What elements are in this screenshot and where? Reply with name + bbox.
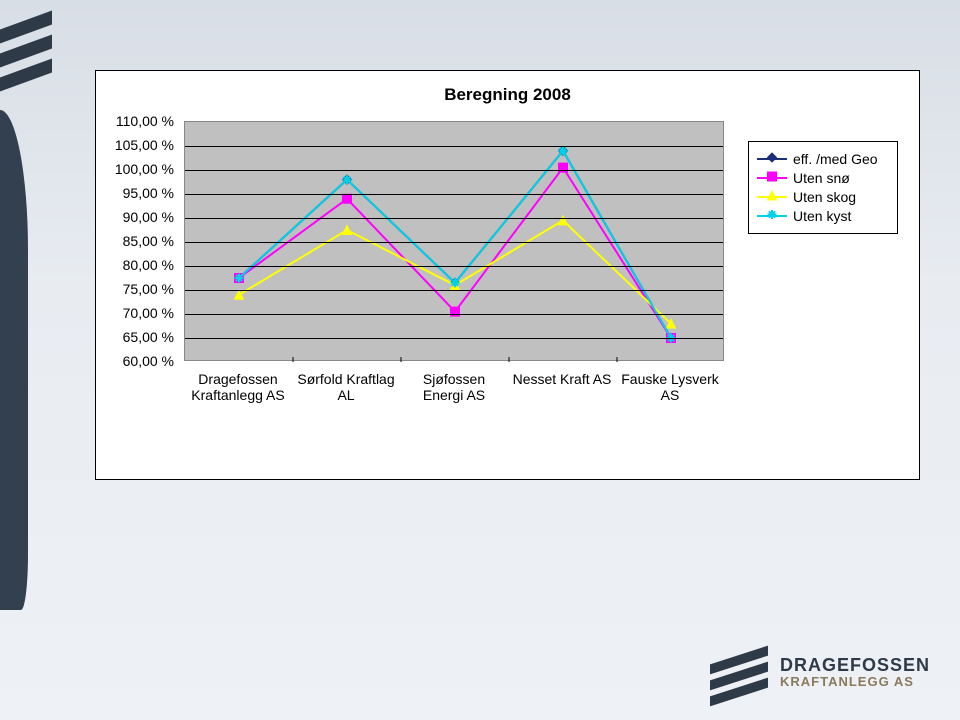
y-tick-label: 110,00 %	[116, 113, 174, 129]
brand-logo-icon	[710, 649, 770, 695]
chart-inner: 110,00 %105,00 %100,00 %95,00 %90,00 %85…	[108, 121, 908, 461]
chart-panel: Beregning 2008 110,00 % 105,00 % 100,00 % 9…	[95, 70, 920, 480]
y-tick-label: 100,00 %	[115, 161, 174, 177]
legend-item: Uten skog	[757, 189, 889, 205]
y-tick-label: 90,00 %	[123, 209, 174, 225]
y-axis-labels: 110,00 %105,00 %100,00 %95,00 %90,00 %85…	[108, 121, 180, 361]
brand-logo: DRAGEFOSSEN KRAFTANLEGG AS	[710, 642, 940, 702]
x-tick-label: Fauske Lysverk AS	[619, 371, 721, 403]
brand-line1: DRAGEFOSSEN	[780, 656, 930, 675]
y-tick-label: 80,00 %	[123, 257, 174, 273]
brand-line2: KRAFTANLEGG AS	[780, 675, 930, 689]
legend-label: eff. /med Geo	[793, 151, 878, 167]
x-tick-label: Sjøfossen Energi AS	[403, 371, 505, 403]
series-marker	[343, 175, 352, 184]
y-tick-label: 70,00 %	[123, 305, 174, 321]
x-axis-labels: Dragefossen Kraftanlegg ASSørfold Kraftl…	[184, 371, 724, 451]
y-tick-label: 60,00 %	[123, 353, 174, 369]
y-tick-label: 75,00 %	[123, 281, 174, 297]
legend-label: Uten snø	[793, 170, 850, 186]
y-tick-label: 105,00 %	[115, 137, 174, 153]
series-marker	[235, 290, 244, 299]
legend-label: Uten skog	[793, 189, 856, 205]
plot-area	[184, 121, 724, 361]
legend-item: eff. /med Geo	[757, 151, 889, 167]
series-marker	[343, 194, 352, 203]
legend-label: Uten kyst	[793, 208, 851, 224]
legend: eff. /med Geo Uten snø Uten skog Uten kyst	[748, 141, 898, 234]
series-marker	[343, 226, 352, 235]
legend-item: Uten kyst	[757, 208, 889, 224]
x-tick-label: Sørfold Kraftlag AL	[295, 371, 397, 403]
chart-title: Beregning 2008	[96, 85, 919, 105]
x-tick-label: Dragefossen Kraftanlegg AS	[187, 371, 289, 403]
series-marker	[451, 278, 460, 287]
series-marker	[235, 274, 244, 283]
legend-item: Uten snø	[757, 170, 889, 186]
x-tick-label: Nesset Kraft AS	[511, 371, 613, 387]
y-tick-label: 65,00 %	[123, 329, 174, 345]
y-tick-label: 95,00 %	[123, 185, 174, 201]
y-tick-label: 85,00 %	[123, 233, 174, 249]
slide-side-graphic	[0, 0, 60, 720]
